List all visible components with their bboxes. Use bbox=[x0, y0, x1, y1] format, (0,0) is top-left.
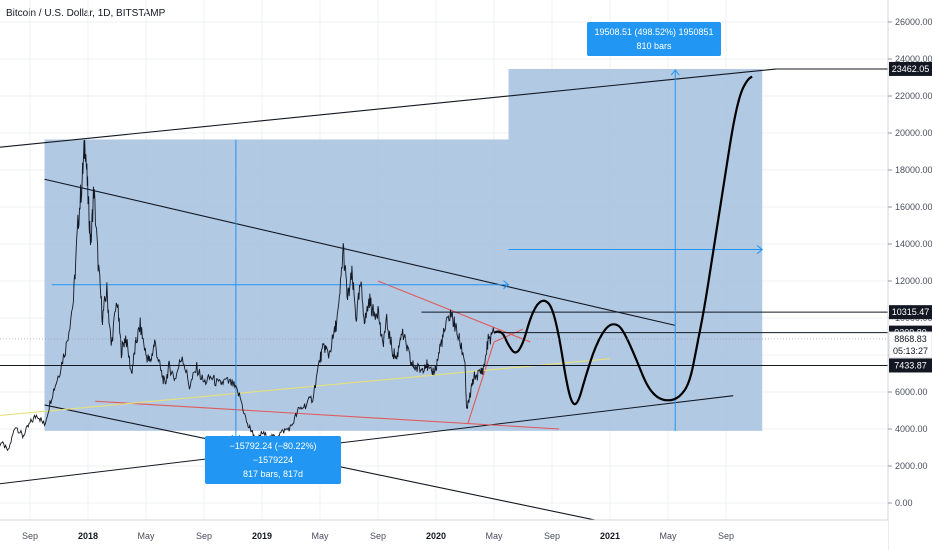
hline-label-bg-0 bbox=[889, 305, 932, 320]
measure-label-rally-line2: 810 bars bbox=[636, 41, 672, 51]
trendline-lower-descending bbox=[44, 404, 647, 532]
time-axis bbox=[0, 520, 888, 550]
trendline-red-resistance bbox=[377, 280, 531, 343]
projection-curve bbox=[493, 75, 753, 406]
x-tick-label-9: Sep bbox=[544, 531, 560, 541]
trendline-red-top bbox=[493, 328, 524, 343]
measure-label-rally-line1: 19508.51 (498.52%) 1950851 bbox=[594, 27, 714, 37]
measure-label-drawdown-line1: −15792.24 (−80.22%) −1579224 bbox=[229, 441, 317, 465]
trendline-red-support bbox=[95, 400, 560, 430]
y-tick-label-12: 2000.00 bbox=[895, 461, 928, 471]
y-tick-label-0: 26000.00 bbox=[895, 17, 932, 27]
y-tick-label-13: 0.00 bbox=[895, 498, 913, 508]
y-tick-label-6: 14000.00 bbox=[895, 239, 932, 249]
x-tick-label-6: Sep bbox=[370, 531, 386, 541]
trendline-yellow-line bbox=[0, 358, 611, 417]
y-tick-label-4: 18000.00 bbox=[895, 165, 932, 175]
candle-countdown: 05:13:27 bbox=[893, 346, 928, 356]
measure-arrowhead-1 bbox=[670, 69, 680, 76]
measure-label-drawdown[interactable]: −15792.24 (−80.22%) −1579224 817 bars, 8… bbox=[205, 436, 341, 484]
measure-label-drawdown-line2: 817 bars, 817d bbox=[242, 469, 304, 479]
hline-label-bg-3 bbox=[889, 61, 932, 76]
x-tick-label-7: 2020 bbox=[426, 531, 446, 541]
trendline-lower-ascending bbox=[0, 395, 734, 485]
x-tick-label-8: May bbox=[485, 531, 503, 541]
y-tick-label-7: 12000.00 bbox=[895, 276, 932, 286]
measure-label-rally[interactable]: 19508.51 (498.52%) 1950851 810 bars bbox=[587, 22, 721, 56]
y-tick-label-3: 20000.00 bbox=[895, 128, 932, 138]
x-tick-label-4: 2019 bbox=[252, 531, 272, 541]
price-axis bbox=[888, 0, 932, 550]
chart-title: Bitcoin / U.S. Dollar, 1D, BITSTAMP bbox=[6, 8, 166, 19]
x-tick-label-11: May bbox=[659, 531, 677, 541]
x-tick-label-2: May bbox=[137, 531, 155, 541]
hline-label-bg-2 bbox=[889, 358, 932, 373]
x-tick-label-1: 2018 bbox=[78, 531, 98, 541]
price-line bbox=[0, 139, 495, 452]
x-tick-label-0: Sep bbox=[22, 531, 38, 541]
hline-label-0: 10315.47 bbox=[892, 307, 930, 317]
hline-label-2: 7433.87 bbox=[894, 360, 927, 370]
y-tick-label-10: 6000.00 bbox=[895, 387, 928, 397]
measure-arrow-head-0 bbox=[503, 280, 510, 290]
trendline-upper-channel bbox=[0, 68, 777, 148]
y-tick-label-11: 4000.00 bbox=[895, 424, 928, 434]
current-price-label-bg bbox=[888, 331, 932, 359]
trendline-red-rise bbox=[467, 341, 495, 424]
x-tick-label-12: Sep bbox=[718, 531, 734, 541]
measure-arrow-head-1 bbox=[756, 245, 764, 254]
x-tick-label-10: 2021 bbox=[600, 531, 620, 541]
hline-label-3: 23462.05 bbox=[892, 64, 930, 74]
y-tick-label-1: 24000.00 bbox=[895, 54, 932, 64]
trendline-descending-resistance bbox=[44, 178, 676, 326]
current-price-label: 8868.83 bbox=[894, 334, 927, 344]
y-tick-label-2: 22000.00 bbox=[895, 91, 932, 101]
y-tick-label-5: 16000.00 bbox=[895, 202, 932, 212]
x-tick-label-3: Sep bbox=[196, 531, 212, 541]
x-tick-label-5: May bbox=[311, 531, 329, 541]
